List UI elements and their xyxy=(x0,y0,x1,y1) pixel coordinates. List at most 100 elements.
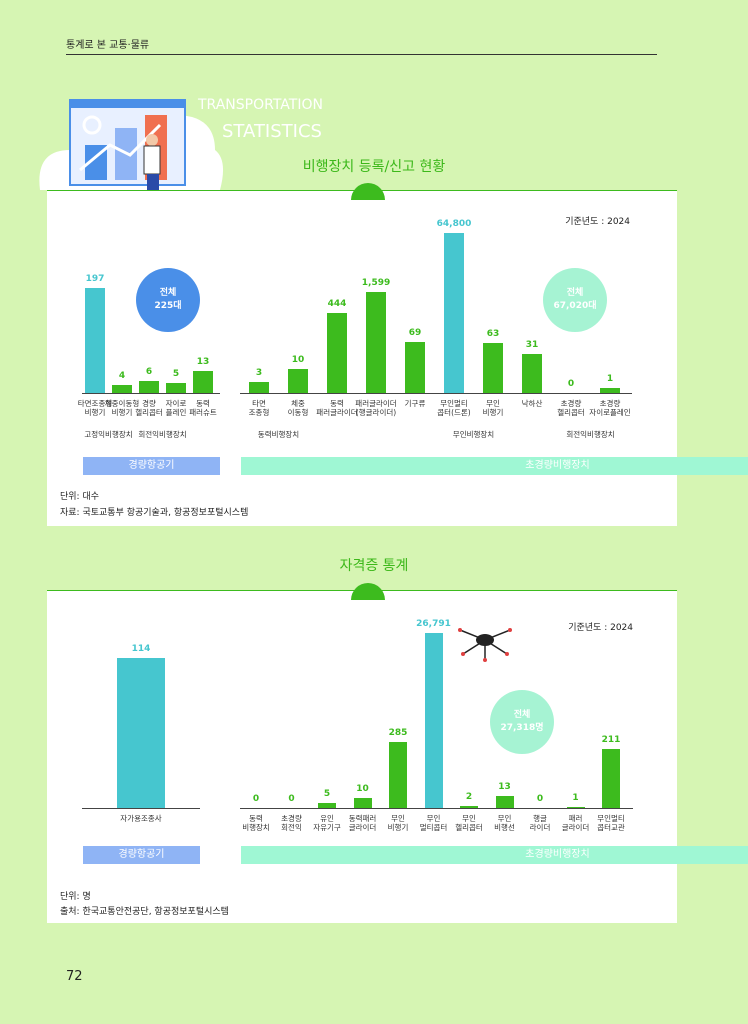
category-label: 체중 이동형 xyxy=(287,399,309,417)
category-label: 경량 헬리콥터 xyxy=(135,399,163,417)
value-label: 0 xyxy=(567,379,575,389)
group-label: 동력비행장치 xyxy=(257,430,300,439)
category-label: 체중이동형 비행기 xyxy=(104,399,140,417)
value-label: 114 xyxy=(131,644,151,654)
bar xyxy=(389,741,407,808)
value-label: 285 xyxy=(388,727,408,738)
bar xyxy=(483,343,503,393)
value-label: 0 xyxy=(252,794,260,804)
base-year: 기준년도 : 2024 xyxy=(565,217,630,227)
header: 통계로 본 교통·물류 xyxy=(66,40,150,51)
group-label: 회전익비행장치 xyxy=(138,430,187,439)
bar xyxy=(424,633,443,808)
bar xyxy=(288,369,308,393)
value-label: 64,800 xyxy=(436,219,472,229)
bar xyxy=(249,381,269,393)
value-label: 1 xyxy=(572,792,579,803)
category-label: 기구류 xyxy=(404,399,426,408)
bar xyxy=(566,806,585,808)
total-badge: 전체 27,318명 xyxy=(490,690,554,754)
panel xyxy=(47,190,677,526)
hero-line2: STATISTICS xyxy=(222,121,322,142)
value-label: 211 xyxy=(601,734,621,745)
value-label: 0 xyxy=(288,794,295,804)
bar xyxy=(522,354,542,393)
group-label: 무인비행장치 xyxy=(452,430,495,439)
value-label: 31 xyxy=(525,340,539,351)
category-label: 자이로 플레인 xyxy=(165,399,187,417)
section-title: 자격증 통계 xyxy=(339,558,409,574)
source: 출처: 한국교통안전공단, 항공정보포털시스템 xyxy=(60,907,229,917)
bar xyxy=(139,381,159,393)
category-label: 초경량 헬리콥터 xyxy=(557,399,585,417)
bar xyxy=(112,384,132,393)
category-label: 타면조종형 비행기 xyxy=(77,399,113,417)
total-badge: 전체 67,020대 xyxy=(543,268,607,332)
base-year: 기준년도 : 2024 xyxy=(568,623,633,633)
bar xyxy=(495,795,514,808)
value-label: 10 xyxy=(356,784,369,795)
bar xyxy=(600,388,620,393)
bar xyxy=(444,233,464,393)
section-title: 비행장치 등록/신고 현황 xyxy=(302,159,446,175)
value-label: 444 xyxy=(327,298,347,309)
category-label: 초경량 자이로플레인 xyxy=(589,399,631,417)
hero-line1: TRANSPORTATION xyxy=(198,97,323,113)
value-label: 69 xyxy=(408,328,422,339)
axis-line xyxy=(82,808,200,809)
axis-line xyxy=(82,393,220,394)
hero-illustration xyxy=(39,99,224,190)
group-band: 경량항공기 xyxy=(83,846,200,864)
bar xyxy=(405,342,425,393)
category-label: 초경량 회전익 xyxy=(281,814,302,832)
value-label: 6 xyxy=(145,367,153,378)
value-label: 5 xyxy=(172,369,180,380)
category-label: 무인 비행기 xyxy=(482,399,504,417)
category-label: 무인멀티 콥터교관 xyxy=(597,814,625,832)
value-label: 3 xyxy=(255,367,263,378)
category-label: 타면 조종형 xyxy=(248,399,270,417)
category-label: 무인 멀티콥터 xyxy=(419,814,448,832)
bar xyxy=(366,292,386,393)
category-label: 동력 패러글라이더 xyxy=(316,399,358,417)
value-label: 197 xyxy=(85,274,105,284)
group-band: 초경량비행장치 xyxy=(241,457,748,475)
category-label: 동력 패러슈트 xyxy=(189,399,217,417)
bar xyxy=(318,802,336,808)
category-label: 패러 글라이더 xyxy=(561,814,590,832)
value-label: 1,599 xyxy=(361,278,391,289)
bar xyxy=(460,805,478,808)
group-label: 고정익비행장치 xyxy=(84,430,133,439)
category-label: 무인멀티 콥터(드론) xyxy=(437,399,471,417)
group-label: 회전익비행장치 xyxy=(566,430,615,439)
value-label: 2 xyxy=(465,791,473,802)
drone-icon xyxy=(458,628,512,662)
value-label: 26,791 xyxy=(416,619,451,629)
bar xyxy=(166,383,186,393)
category-label: 자가용조종사 xyxy=(120,814,162,823)
category-label: 동력패러 글라이더 xyxy=(348,814,377,832)
value-label: 0 xyxy=(536,794,544,804)
category-label: 무인 비행선 xyxy=(494,814,515,832)
value-label: 5 xyxy=(323,788,331,799)
bar xyxy=(85,288,105,393)
category-label: 동력 비행장치 xyxy=(242,814,270,832)
unit: 단위: 명 xyxy=(60,892,91,902)
axis-line xyxy=(240,808,633,809)
source: 자료: 국토교통부 항공기술과, 항공정보포털시스템 xyxy=(60,508,249,518)
category-label: 행글 라이더 xyxy=(529,814,551,832)
category-label: 유인 자유기구 xyxy=(313,814,341,832)
bar xyxy=(327,312,347,393)
category-label: 낙하산 xyxy=(521,399,543,408)
category-label: 패러글라이더 (행글라이더) xyxy=(355,399,397,417)
unit: 단위: 대수 xyxy=(60,492,100,502)
value-label: 4 xyxy=(118,370,126,381)
bar xyxy=(353,798,372,808)
value-label: 63 xyxy=(486,329,500,340)
value-label: 13 xyxy=(498,781,511,792)
group-band: 초경량비행장치 xyxy=(241,846,748,864)
header-rule xyxy=(66,54,657,55)
tab xyxy=(351,183,385,200)
category-label: 무인 헬리콥터 xyxy=(455,814,483,832)
